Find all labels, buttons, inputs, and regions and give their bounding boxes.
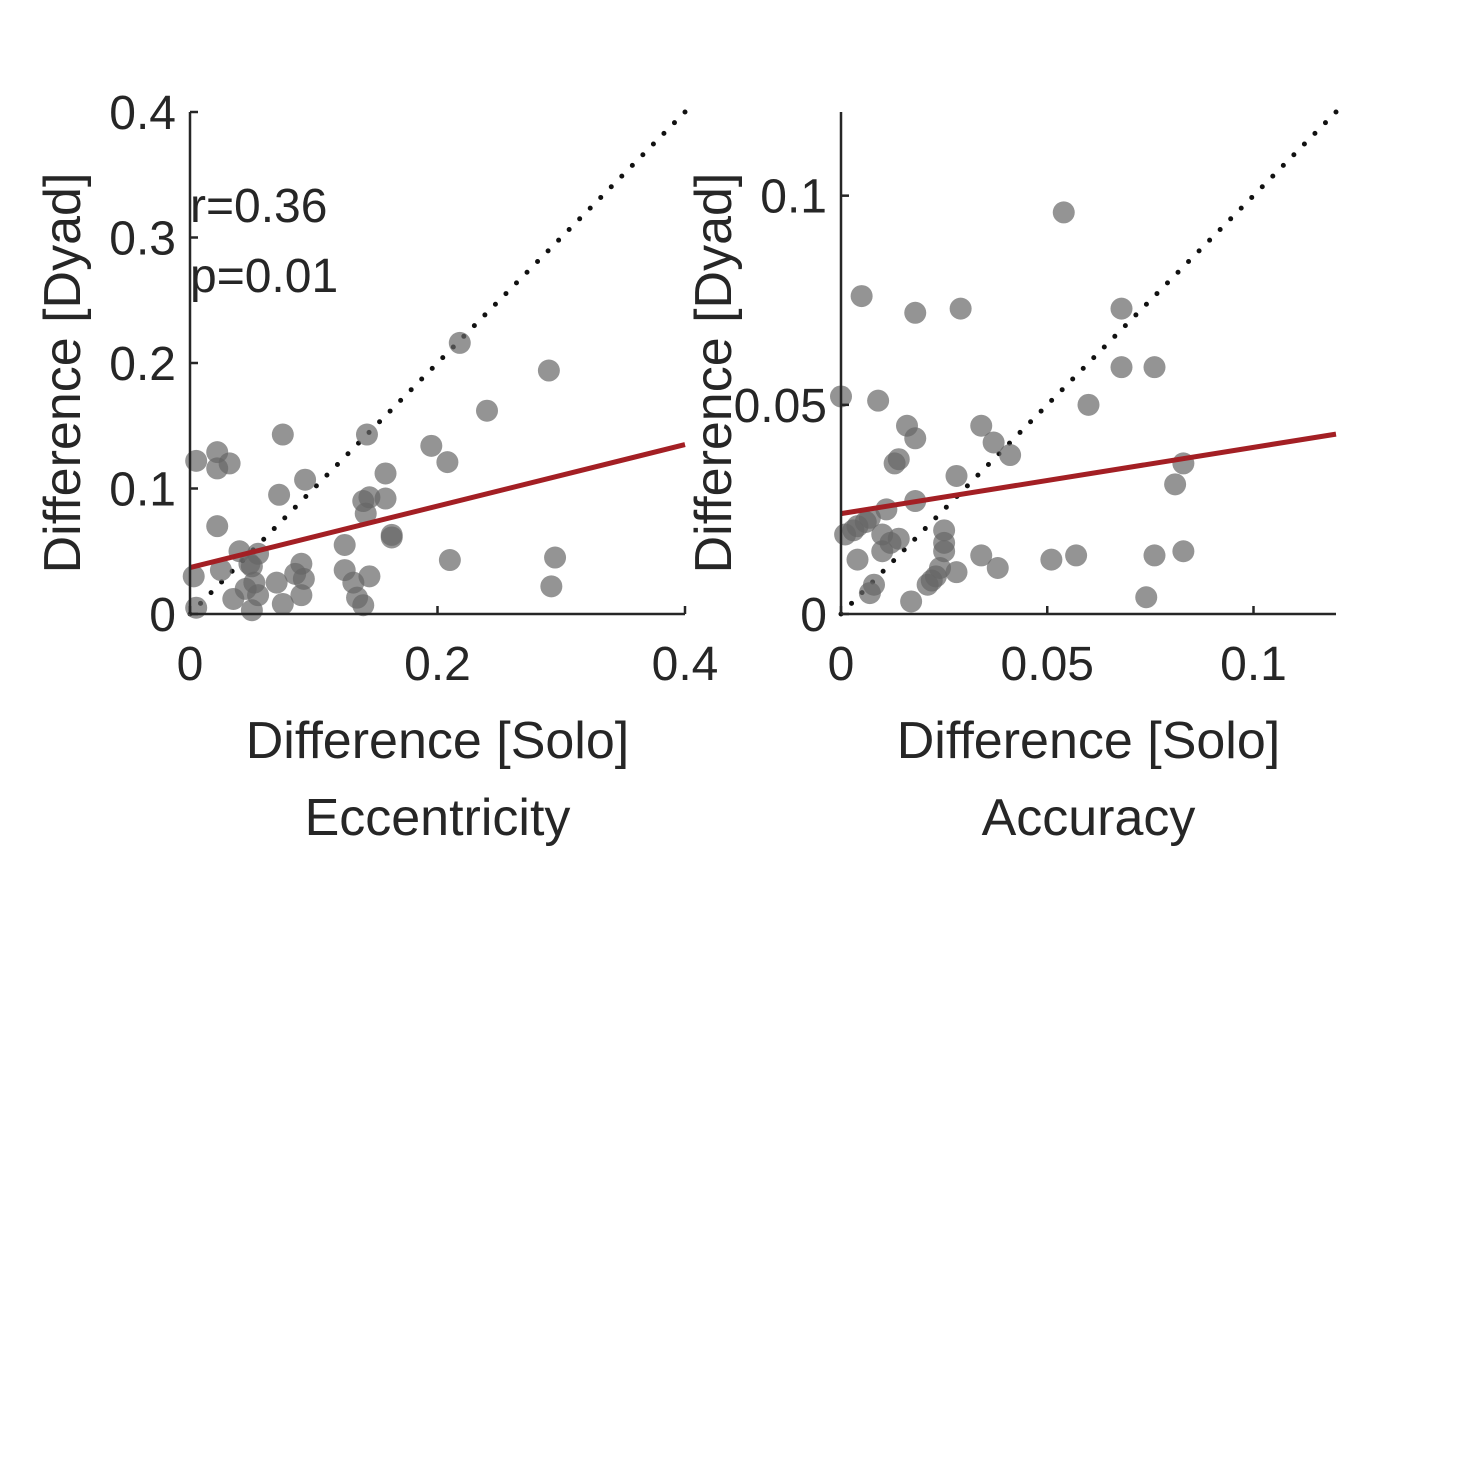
data-points	[830, 201, 1195, 613]
data-point	[333, 533, 356, 556]
data-point	[900, 590, 923, 613]
x-tick-label: 0	[177, 638, 204, 691]
data-point	[1110, 356, 1133, 379]
y-tick-label: 0	[149, 589, 176, 642]
data-point	[374, 487, 397, 510]
stats-annotation: r=0.36	[190, 180, 327, 233]
data-point	[185, 596, 208, 619]
data-point	[540, 575, 563, 598]
data-point	[863, 573, 885, 596]
data-point	[986, 556, 1009, 579]
data-point	[867, 389, 890, 412]
data-point	[358, 486, 381, 509]
data-point	[271, 592, 294, 615]
data-point	[537, 359, 560, 382]
data-point	[265, 571, 288, 594]
identity-line	[838, 109, 1339, 617]
data-point	[290, 584, 313, 607]
data-point	[933, 540, 956, 563]
data-point	[209, 559, 232, 582]
data-point	[904, 427, 927, 450]
y-tick-label: 0	[800, 589, 827, 642]
data-point	[182, 565, 205, 588]
data-point	[476, 399, 498, 422]
data-point	[420, 434, 443, 457]
data-point	[358, 565, 381, 588]
y-tick-label: 0.1	[109, 464, 176, 517]
data-point	[887, 448, 910, 471]
data-point	[206, 515, 229, 538]
data-point	[438, 549, 461, 572]
chart-panel-1: 0 0.2 0.4 0 0.1 0.2 0.3 0.4 Difference [Solo] Ecc…	[34, 87, 718, 847]
data-point	[1143, 544, 1166, 567]
data-point	[1135, 586, 1158, 609]
y-axis-label: Difference [Dyad]	[34, 173, 92, 574]
y-tick-label: 0.2	[109, 338, 176, 391]
data-point	[945, 464, 968, 487]
x-tick-label: 0	[828, 638, 855, 691]
fit-line	[189, 442, 686, 570]
data-point	[999, 444, 1022, 467]
y-tick-label: 0.4	[109, 87, 176, 140]
data-point	[1040, 548, 1063, 571]
identity-line	[187, 109, 688, 617]
data-points	[182, 331, 567, 622]
fit-line	[840, 431, 1337, 517]
data-point	[247, 584, 270, 607]
data-point	[1077, 393, 1100, 416]
data-point	[1065, 544, 1088, 567]
data-point	[982, 431, 1005, 454]
y-tick-label: 0.05	[734, 380, 827, 433]
data-point	[904, 301, 927, 324]
data-point	[544, 546, 567, 569]
data-point	[436, 451, 459, 474]
x-tick-label: 0.05	[1001, 638, 1094, 691]
data-point	[949, 297, 972, 320]
x-tick-label: 0.4	[652, 638, 719, 691]
data-point	[929, 556, 951, 579]
data-point	[970, 414, 993, 437]
data-point	[380, 526, 403, 549]
data-point	[1143, 356, 1166, 379]
data-point	[268, 483, 291, 506]
data-point	[271, 423, 294, 446]
panel-label: Eccentricity	[305, 789, 571, 847]
data-point	[355, 423, 378, 446]
data-point	[185, 449, 208, 472]
y-tick-label: 0.3	[109, 213, 176, 266]
data-point	[945, 561, 968, 584]
data-point	[352, 594, 375, 617]
y-tick-label: 0.1	[760, 171, 827, 224]
x-axis-label: Difference [Solo]	[246, 712, 629, 770]
data-point	[850, 285, 873, 308]
data-point	[970, 544, 993, 567]
data-point	[1110, 297, 1133, 320]
x-tick-label: 0.2	[404, 638, 471, 691]
data-point	[374, 462, 397, 485]
data-point	[218, 452, 241, 475]
x-axis-label: Difference [Solo]	[897, 712, 1280, 770]
data-point	[846, 548, 869, 571]
panel-label: Accuracy	[982, 789, 1196, 847]
data-point	[448, 331, 471, 354]
data-point	[1172, 540, 1195, 563]
chart-panel-2: 0 0.05 0.1 0 0.05 0.1 Difference [Solo] Accurac…	[685, 109, 1339, 847]
data-point	[292, 567, 315, 590]
data-point	[1052, 201, 1075, 224]
data-point	[1164, 473, 1187, 496]
data-point	[294, 468, 317, 491]
stats-annotation: p=0.01	[190, 250, 338, 303]
data-point	[887, 527, 910, 550]
x-tick-label: 0.1	[1220, 638, 1287, 691]
y-axis-label: Difference [Dyad]	[685, 173, 743, 574]
